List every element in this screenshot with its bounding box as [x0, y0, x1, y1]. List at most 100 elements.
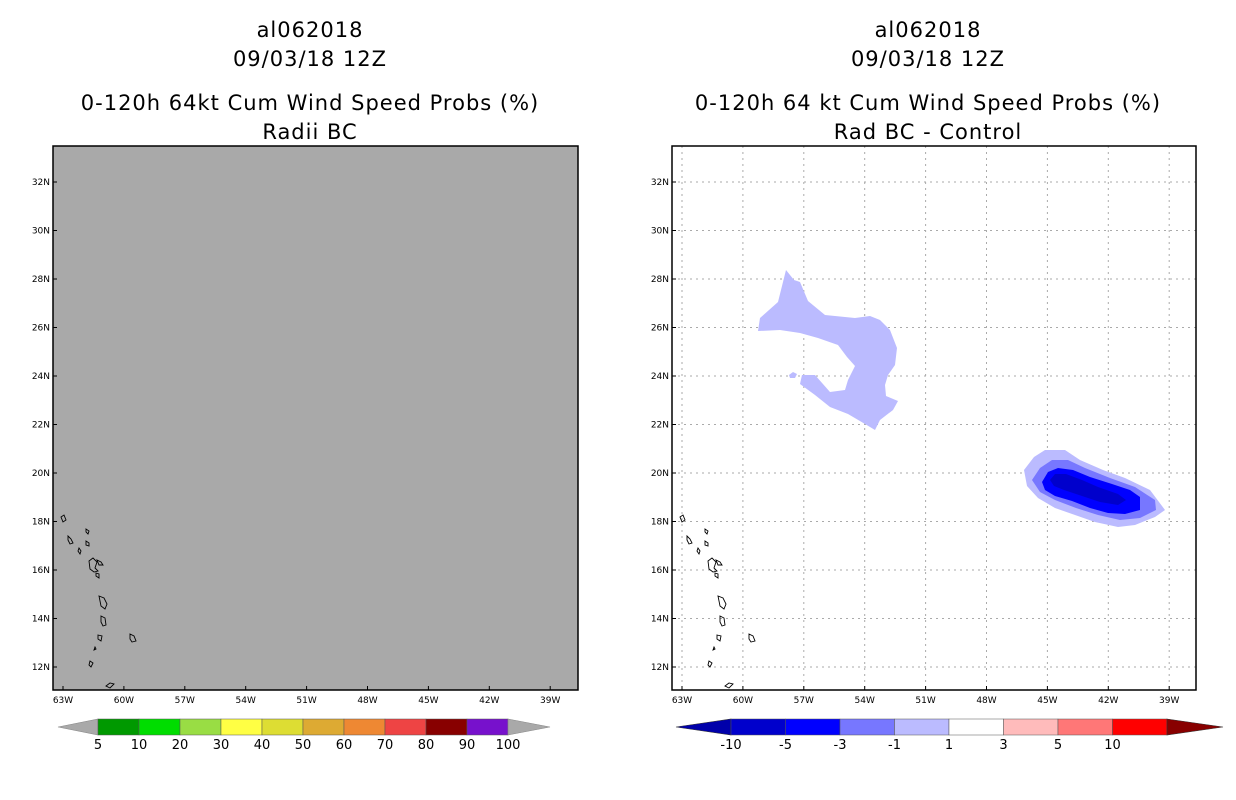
lat-tick-label: 26N — [651, 324, 669, 334]
lat-tick-label: 16N — [32, 566, 50, 576]
lat-tick-label: 12N — [651, 663, 669, 673]
colorbar-label: 90 — [459, 738, 476, 753]
lon-tick-label: 60W — [733, 696, 753, 706]
lat-tick-label: 16N — [651, 566, 669, 576]
lon-tick-label: 42W — [1098, 696, 1118, 706]
colorbar-label: 70 — [377, 738, 394, 753]
colorbar-swatch — [384, 718, 427, 736]
lat-tick-label: 32N — [32, 178, 50, 188]
right-subtitle: Rad BC - Control — [833, 120, 1023, 144]
lat-tick-label: 12N — [32, 663, 50, 673]
colorbar-swatch — [343, 718, 386, 736]
colorbar-label: 10 — [131, 738, 148, 753]
colorbar-label: 30 — [213, 738, 230, 753]
colorbar-swatch — [894, 718, 950, 736]
lat-tick-label: 30N — [32, 227, 50, 237]
right-colorbar: -10 -5 -3 -1 1 3 5 10 — [675, 718, 1224, 753]
lon-tick-label: 48W — [357, 696, 377, 706]
lat-tick-label: 18N — [32, 518, 50, 528]
difference-region-small-blob — [789, 372, 797, 378]
colorbar-label: -1 — [888, 738, 901, 753]
difference-region-east-deep — [1050, 474, 1126, 505]
colorbar-label: 20 — [172, 738, 189, 753]
colorbar-swatch — [302, 718, 345, 736]
lon-tick-label: 45W — [418, 696, 438, 706]
lon-tick-label: 39W — [1159, 696, 1179, 706]
colorbar-label: 3 — [999, 738, 1007, 753]
colorbar-swatch — [466, 718, 509, 736]
colorbar-label: 5 — [1054, 738, 1062, 753]
left-product-title: 0-120h 64kt Cum Wind Speed Probs (%) — [80, 91, 540, 115]
lat-tick-label: 20N — [32, 469, 50, 479]
left-map-panel: 32N 30N 28N 26N 24N 22N 20N 18N 16N 14N 12N 63W 60W… — [32, 145, 579, 706]
colorbar-label: 80 — [418, 738, 435, 753]
left-lat-ticks: 32N 30N 28N 26N 24N 22N 20N 18N 16N 14N 12N — [32, 178, 57, 673]
lat-tick-label: 28N — [651, 275, 669, 285]
right-map-background — [672, 146, 1196, 690]
colorbar-label: 5 — [94, 738, 102, 753]
lon-tick-label: 54W — [855, 696, 875, 706]
colorbar-swatch — [179, 718, 222, 736]
colorbar-label: -3 — [834, 738, 847, 753]
lon-tick-label: 54W — [236, 696, 256, 706]
colorbar-high-arrow — [507, 718, 551, 736]
colorbar-swatch — [785, 718, 841, 736]
lat-tick-label: 14N — [32, 615, 50, 625]
lat-tick-label: 30N — [651, 227, 669, 237]
lon-tick-label: 48W — [976, 696, 996, 706]
lat-tick-label: 22N — [32, 421, 50, 431]
right-storm-id: al062018 — [874, 18, 982, 42]
colorbar-swatch — [839, 718, 895, 736]
lon-tick-label: 45W — [1037, 696, 1057, 706]
colorbar-label: -10 — [720, 738, 741, 753]
left-map-fill — [53, 146, 578, 690]
lon-tick-label: 60W — [114, 696, 134, 706]
right-lon-ticks: 63W 60W 57W 54W 51W 48W 45W 42W 39W — [672, 686, 1179, 706]
colorbar-label: 60 — [336, 738, 353, 753]
left-map-frame — [52, 145, 579, 691]
colorbar-label: -5 — [779, 738, 792, 753]
right-lat-ticks: 32N 30N 28N 26N 24N 22N 20N 18N 16N 14N 12N — [651, 178, 676, 673]
lat-tick-label: 20N — [651, 469, 669, 479]
colorbar-label: 10 — [1104, 738, 1121, 753]
lon-tick-label: 42W — [479, 696, 499, 706]
left-subtitle: Radii BC — [262, 120, 358, 144]
lon-tick-label: 51W — [915, 696, 935, 706]
colorbar-swatch — [97, 718, 140, 736]
colorbar-swatch — [1003, 718, 1059, 736]
lat-tick-label: 24N — [651, 372, 669, 382]
lat-tick-label: 24N — [32, 372, 50, 382]
difference-region-northwest — [758, 270, 898, 430]
colorbar-label: 50 — [295, 738, 312, 753]
colorbar-swatch — [948, 718, 1004, 736]
left-datetime: 09/03/18 12Z — [232, 47, 388, 71]
lon-tick-label: 51W — [296, 696, 316, 706]
colorbar-low-arrow — [675, 718, 732, 736]
colorbar-high-arrow — [1166, 718, 1224, 736]
lat-tick-label: 18N — [651, 518, 669, 528]
colorbar-swatch — [1057, 718, 1113, 736]
colorbar-label: 100 — [496, 738, 521, 753]
lon-tick-label: 57W — [175, 696, 195, 706]
lat-tick-label: 14N — [651, 615, 669, 625]
colorbar-label: 40 — [254, 738, 271, 753]
right-map-panel: 32N 30N 28N 26N 24N 22N 20N 18N 16N 14N 12N 63W 60W… — [651, 145, 1197, 706]
right-product-title: 0-120h 64 kt Cum Wind Speed Probs (%) — [694, 91, 1162, 115]
lat-tick-label: 26N — [32, 324, 50, 334]
colorbar-low-arrow — [57, 718, 99, 736]
colorbar-swatch — [138, 718, 181, 736]
lat-tick-label: 22N — [651, 421, 669, 431]
left-storm-id: al062018 — [256, 18, 364, 42]
colorbar-swatch — [261, 718, 304, 736]
colorbar-swatch — [220, 718, 263, 736]
lat-tick-label: 28N — [32, 275, 50, 285]
lon-tick-label: 63W — [53, 696, 73, 706]
colorbar-swatch — [1112, 718, 1168, 736]
right-map-frame — [671, 145, 1197, 691]
right-gridlines — [672, 146, 1196, 690]
left-colorbar: 5 10 20 30 40 50 60 70 80 90 100 — [57, 718, 551, 753]
colorbar-label: 1 — [945, 738, 953, 753]
lon-tick-label: 63W — [672, 696, 692, 706]
lon-tick-label: 39W — [540, 696, 560, 706]
